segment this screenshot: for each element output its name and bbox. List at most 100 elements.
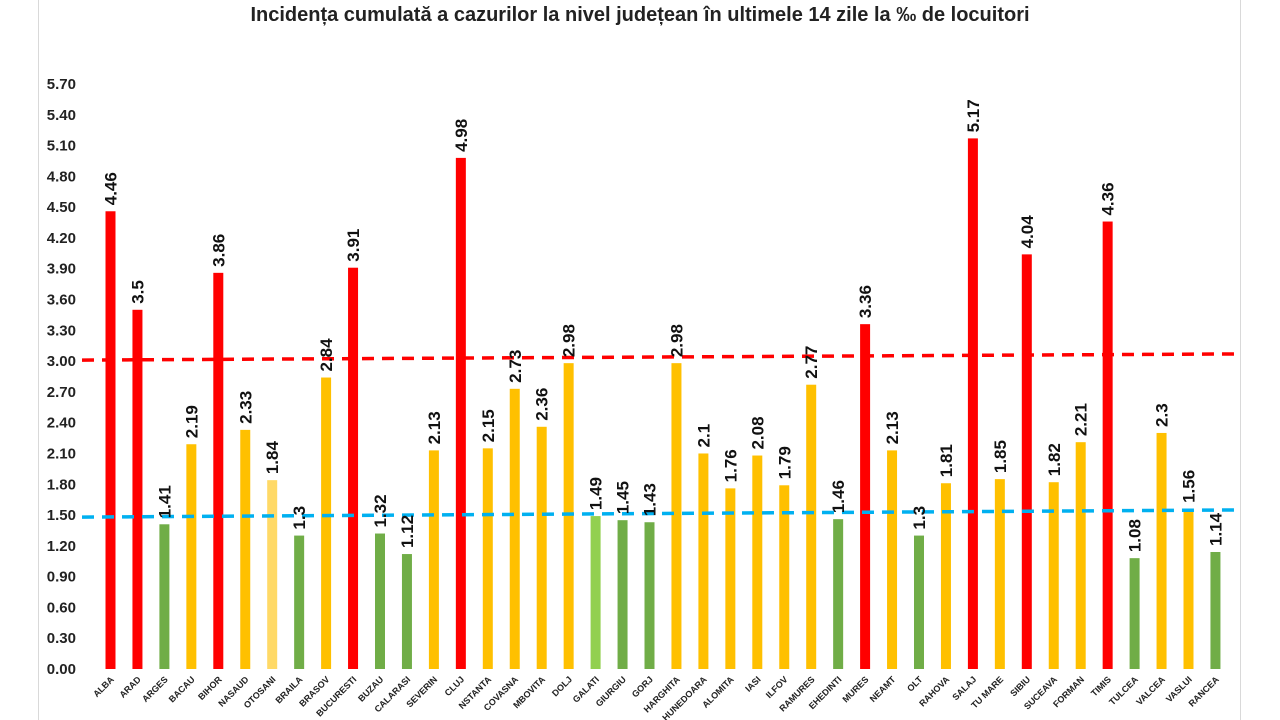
bar [267,480,278,669]
bar [428,450,439,669]
bar [1183,508,1194,669]
data-label: 2.73 [506,350,525,383]
bar [1129,558,1140,669]
bar [617,520,628,669]
data-label: 3.86 [209,234,228,267]
data-label: 1.82 [1045,443,1064,476]
data-label: 1.14 [1206,512,1225,546]
bar [455,157,466,670]
x-tick-label: DOLJ [550,674,574,698]
bar [725,488,736,669]
data-label: 2.21 [1072,403,1091,436]
bar [1210,552,1221,669]
data-label: 1.43 [641,483,660,516]
bar [213,272,224,669]
bar [779,485,790,669]
y-tick-label: 5.10 [47,138,76,155]
value-labels: 4.46 3.5 1.41 2.19 3.86 2.33 1.84 1.3 2.84 3.91 1.… [102,99,1226,552]
bar [1048,482,1059,669]
y-tick-label: 3.00 [47,353,76,370]
chart-frame [38,0,1241,720]
bar [563,363,574,669]
bar [644,522,655,669]
data-label: 2.15 [479,409,498,442]
y-tick-label: 1.50 [47,507,76,524]
x-tick-label: SIBIU [1008,674,1032,698]
bar [994,479,1005,669]
x-tick-label: TIMIS [1089,674,1113,698]
reference-lines [81,352,1241,519]
bar [105,211,116,669]
y-tick-label: 0.90 [47,569,76,586]
y-tick-label: 4.50 [47,199,76,216]
bar [240,429,251,669]
y-tick-label: 2.70 [47,384,76,401]
data-label: 1.3 [290,506,309,530]
y-tick-label: 3.30 [47,322,76,339]
bar [698,453,709,669]
data-label: 2.36 [533,388,552,421]
data-label: 1.12 [398,515,417,548]
x-tick-label: RANCEA [1187,674,1222,709]
threshold-line [81,508,1241,519]
x-tick-label: NEAMT [868,674,898,704]
data-label: 1.32 [371,494,390,527]
bar [375,533,385,669]
data-label: 2.98 [667,324,686,357]
x-tick-label: RAHOVA [917,674,952,709]
y-tick-label: 0.00 [47,661,76,678]
data-label: 1.56 [1180,470,1199,503]
data-label: 1.3 [910,506,929,530]
bar [806,384,817,669]
bar [887,450,898,669]
y-tick-label: 3.60 [47,292,76,309]
bar [860,324,871,669]
bars [105,138,1221,670]
x-tick-label: GORJ [630,674,655,699]
y-axis: 0.00 0.30 0.60 0.90 1.20 1.50 1.80 2.10 2.40 2.70… [47,76,76,678]
x-tick-label: ARGES [140,674,170,704]
y-tick-label: 1.20 [47,538,76,555]
x-tick-label: ALBA [91,674,116,699]
data-label: 2.33 [236,391,255,424]
x-tick-label: MURES [840,674,870,704]
x-tick-label: BACAU [167,674,197,704]
bar [914,535,924,669]
y-tick-label: 2.10 [47,445,76,462]
data-label: 4.46 [102,172,121,205]
bar [348,267,359,669]
data-label: 4.36 [1099,182,1118,215]
data-label: 3.91 [344,229,363,262]
threshold-line [81,352,1241,362]
bar [321,377,332,669]
bar [671,363,682,669]
bar [509,388,520,669]
y-tick-label: 2.40 [47,415,76,432]
bar [536,426,547,669]
data-label: 1.41 [155,485,174,518]
data-label: 1.46 [829,480,848,513]
x-tick-label: CLUJ [443,674,467,698]
bar [1156,432,1167,669]
y-tick-label: 1.80 [47,476,76,493]
bar [482,448,493,669]
bar [752,455,763,669]
x-tick-label: VALCEA [1134,674,1167,707]
data-label: 2.3 [1153,403,1172,427]
data-label: 1.45 [614,481,633,514]
y-tick-label: 5.70 [47,76,76,93]
data-label: 1.79 [775,446,794,479]
bar [132,309,143,669]
data-label: 2.19 [182,405,201,438]
data-label: 2.98 [560,324,579,357]
y-tick-label: 3.90 [47,261,76,278]
x-tick-label: ILFOV [764,674,790,700]
data-label: 2.77 [802,346,821,379]
bar [940,483,951,669]
bar [833,519,844,669]
data-label: 1.85 [991,440,1010,473]
y-tick-label: 4.20 [47,230,76,247]
data-label: 4.04 [1018,215,1037,249]
x-tick-label: OLT [905,674,925,694]
